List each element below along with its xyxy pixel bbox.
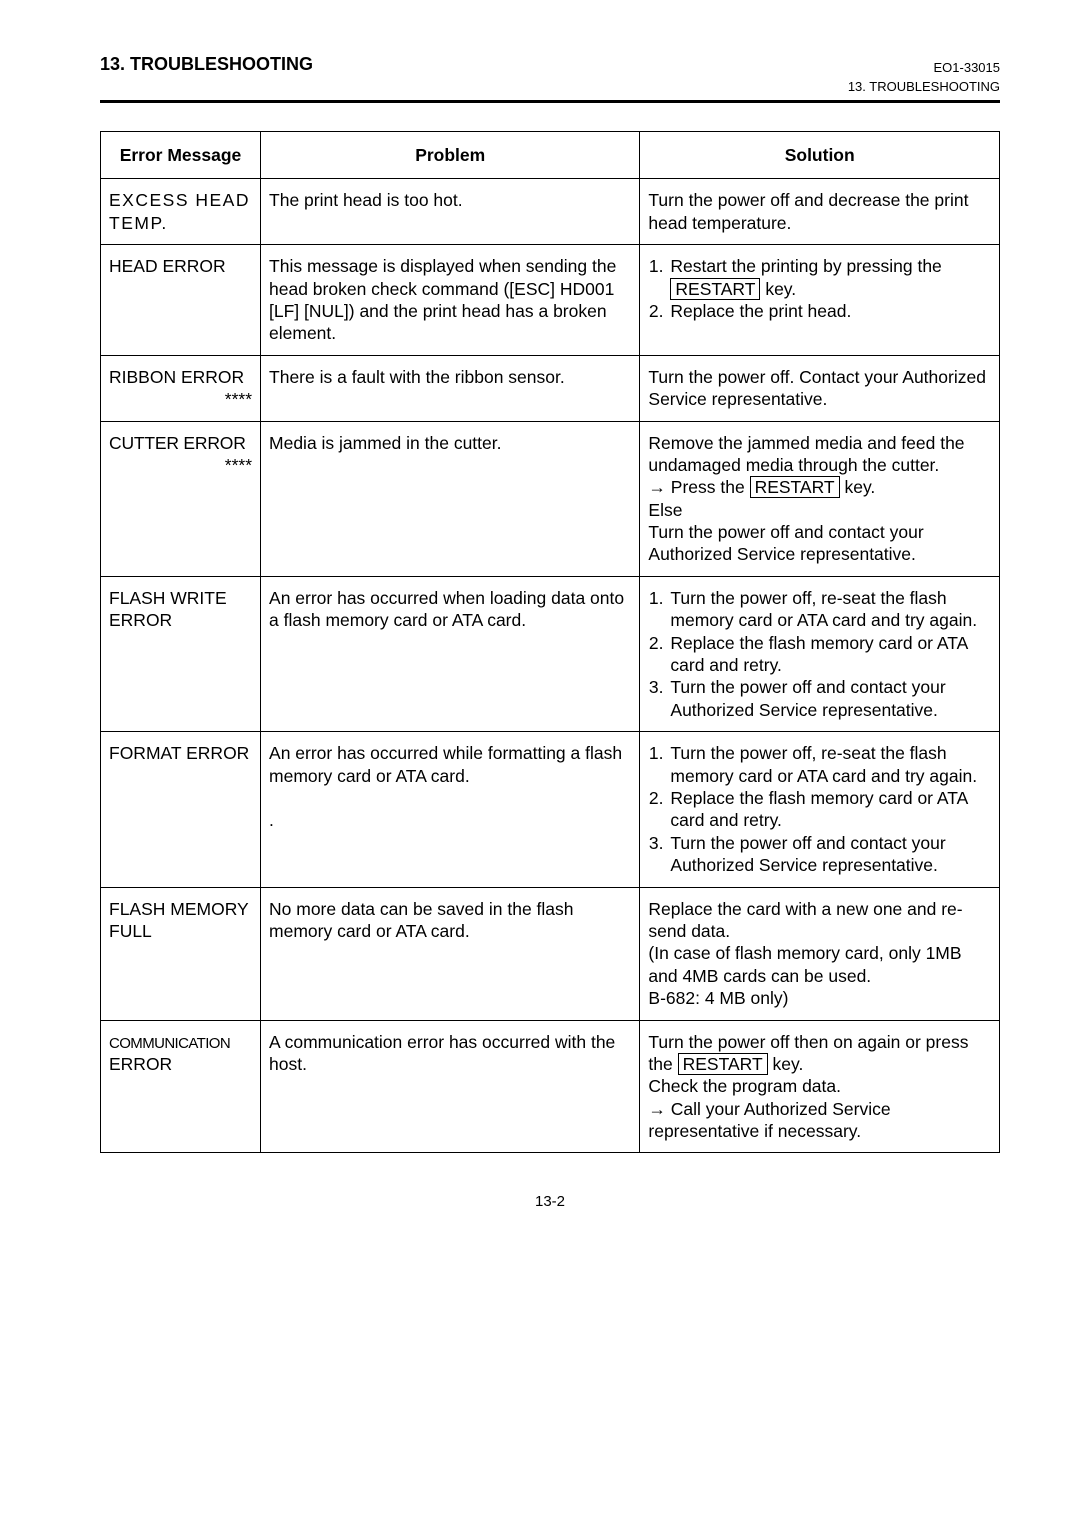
table-row: CUTTER ERROR **** Media is jammed in the… xyxy=(101,421,1000,576)
table-row: COMMUNICATION ERROR A communication erro… xyxy=(101,1020,1000,1153)
cell-error: FLASH WRITE ERROR xyxy=(101,576,261,731)
cell-error: HEAD ERROR xyxy=(101,245,261,356)
cell-problem: This message is displayed when sending t… xyxy=(261,245,640,356)
cell-problem: The print head is too hot. xyxy=(261,179,640,245)
cell-solution: Turn the power off, re-seat the flash me… xyxy=(640,576,1000,731)
cell-error: EXCESS HEAD TEMP. xyxy=(101,179,261,245)
restart-key: RESTART xyxy=(678,1053,768,1075)
header-rule xyxy=(100,100,1000,103)
solution-step: Replace the print head. xyxy=(668,300,991,322)
cell-error: COMMUNICATION ERROR xyxy=(101,1020,261,1153)
solution-step: Turn the power off, re-seat the flash me… xyxy=(668,742,991,787)
doc-id: EO1-33015 xyxy=(934,60,1001,75)
page-number: 13-2 xyxy=(100,1193,1000,1210)
cell-solution: Replace the card with a new one and re-s… xyxy=(640,887,1000,1020)
page: 13. TROUBLESHOOTING EO1-33015 13. TROUBL… xyxy=(0,0,1080,1250)
cell-solution: Remove the jammed media and feed the und… xyxy=(640,421,1000,576)
cell-solution: Restart the printing by pressing the RES… xyxy=(640,245,1000,356)
cell-solution: Turn the power off, re-seat the flash me… xyxy=(640,732,1000,887)
solution-step: Turn the power off and contact your Auth… xyxy=(668,832,991,877)
cell-problem: No more data can be saved in the flash m… xyxy=(261,887,640,1020)
cell-error: RIBBON ERROR **** xyxy=(101,355,261,421)
table-row: HEAD ERROR This message is displayed whe… xyxy=(101,245,1000,356)
cell-solution: Turn the power off then on again or pres… xyxy=(640,1020,1000,1153)
table-row: EXCESS HEAD TEMP. The print head is too … xyxy=(101,179,1000,245)
table-header-row: Error Message Problem Solution xyxy=(101,132,1000,179)
cell-solution: Turn the power off. Contact your Authori… xyxy=(640,355,1000,421)
page-header: 13. TROUBLESHOOTING EO1-33015 xyxy=(100,54,1000,75)
table-row: FLASH MEMORY FULL No more data can be sa… xyxy=(101,887,1000,1020)
cell-problem: A communication error has occurred with … xyxy=(261,1020,640,1153)
cell-solution: Turn the power off and decrease the prin… xyxy=(640,179,1000,245)
col-error-message: Error Message xyxy=(101,132,261,179)
solution-step: Restart the printing by pressing the RES… xyxy=(668,255,991,300)
table-row: FLASH WRITE ERROR An error has occurred … xyxy=(101,576,1000,731)
table-row: FORMAT ERROR An error has occurred while… xyxy=(101,732,1000,887)
cell-problem: Media is jammed in the cutter. xyxy=(261,421,640,576)
solution-step: Turn the power off and contact your Auth… xyxy=(668,676,991,721)
table-row: RIBBON ERROR **** There is a fault with … xyxy=(101,355,1000,421)
section-title: 13. TROUBLESHOOTING xyxy=(100,54,313,75)
arrow-icon: → xyxy=(648,1099,670,1119)
cell-problem: An error has occurred while formatting a… xyxy=(261,732,640,887)
solution-step: Replace the flash memory card or ATA car… xyxy=(668,787,991,832)
restart-key: RESTART xyxy=(750,476,840,498)
restart-key: RESTART xyxy=(670,278,760,300)
cell-problem: There is a fault with the ribbon sensor. xyxy=(261,355,640,421)
cell-problem: An error has occurred when loading data … xyxy=(261,576,640,731)
solution-step: Replace the flash memory card or ATA car… xyxy=(668,632,991,677)
col-problem: Problem xyxy=(261,132,640,179)
cell-error: FLASH MEMORY FULL xyxy=(101,887,261,1020)
cell-error: CUTTER ERROR **** xyxy=(101,421,261,576)
arrow-icon: → xyxy=(648,477,670,497)
troubleshooting-table: Error Message Problem Solution EXCESS HE… xyxy=(100,131,1000,1153)
col-solution: Solution xyxy=(640,132,1000,179)
sub-header: 13. TROUBLESHOOTING xyxy=(100,79,1000,94)
cell-error: FORMAT ERROR xyxy=(101,732,261,887)
solution-step: Turn the power off, re-seat the flash me… xyxy=(668,587,991,632)
